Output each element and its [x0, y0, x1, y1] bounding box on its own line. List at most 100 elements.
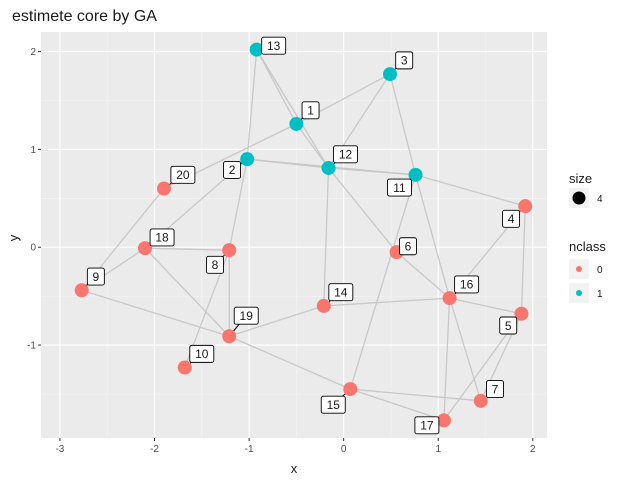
legend-size-title: size: [569, 171, 592, 186]
network-edge: [350, 388, 445, 422]
network-edge: [228, 159, 248, 251]
data-point-10: [177, 360, 192, 375]
legend-nclass-title: nclass: [569, 239, 606, 254]
network-edge: [389, 73, 417, 175]
data-point-3: [382, 67, 397, 82]
point-label-text: 15: [327, 398, 341, 412]
point-label-text: 10: [195, 347, 209, 361]
network-edge: [414, 174, 451, 299]
data-point-14: [316, 298, 331, 313]
data-point-16: [442, 291, 457, 306]
data-point-5: [514, 306, 529, 321]
chart-title: estimete core by GA: [12, 8, 157, 25]
major-gridlines: [41, 32, 547, 438]
network-edge: [81, 289, 230, 337]
point-label-text: 14: [334, 286, 348, 300]
x-tick-label: 2: [530, 444, 536, 455]
point-label-box: [261, 36, 287, 55]
data-point-7: [473, 393, 488, 408]
point-label-text: 20: [176, 168, 190, 182]
point-label-box: [86, 267, 105, 286]
network-edge: [144, 247, 230, 337]
point-label-text: 2: [229, 163, 236, 177]
x-axis-title: x: [291, 461, 298, 476]
network-edge: [328, 167, 416, 176]
point-label-box: [320, 395, 346, 414]
data-point-18: [138, 241, 153, 256]
data-point-20: [156, 181, 171, 196]
minor-gridlines: [41, 32, 547, 438]
point-label-box: [387, 178, 412, 197]
point-label-box: [233, 306, 259, 325]
legend-nclass-dot-1: [576, 290, 582, 296]
data-point-4: [518, 199, 533, 214]
data-point-1: [289, 116, 304, 131]
x-tick-label: -2: [150, 444, 159, 455]
point-label-box: [395, 51, 414, 70]
point-label-text: 7: [492, 382, 499, 396]
point-label-text: 9: [93, 270, 100, 284]
y-tick-label: 2: [30, 47, 36, 58]
network-edge: [396, 251, 451, 299]
network-edge: [323, 297, 450, 307]
point-label-box: [486, 380, 504, 399]
y-axis: -1 0 1 2: [27, 47, 41, 352]
legend-size-entry-label: 4: [597, 194, 603, 205]
x-axis: -3 -2 -1 0 1 2: [55, 438, 536, 455]
point-label-text: 12: [339, 148, 353, 162]
legend-nclass-label-0: 0: [597, 265, 603, 276]
x-tick-label: 1: [435, 444, 441, 455]
point-label-box: [499, 316, 518, 335]
data-points: [74, 42, 533, 428]
point-label-text: 4: [508, 212, 515, 226]
network-edge: [229, 305, 324, 337]
network-edge: [295, 123, 330, 169]
point-label-text: 18: [155, 231, 169, 245]
data-point-19: [222, 329, 237, 344]
network-edge: [449, 297, 522, 315]
legend: size 4 nclass 0 1: [569, 171, 606, 303]
point-label-box: [414, 416, 440, 435]
data-point-11: [408, 167, 423, 182]
network-edge: [256, 49, 297, 125]
legend-size-key-dot: [572, 191, 586, 205]
network-edge: [350, 388, 481, 402]
point-label-box: [170, 165, 196, 184]
point-label-text: 11: [393, 181, 406, 195]
point-label-box: [454, 275, 480, 294]
network-edge: [145, 247, 230, 251]
network-edge: [520, 206, 526, 314]
point-label-box: [223, 160, 242, 179]
data-point-15: [343, 382, 358, 397]
point-label-box: [301, 101, 320, 120]
network-edge: [349, 174, 417, 390]
legend-nclass-dot-0: [576, 266, 582, 272]
point-label-box: [333, 145, 358, 164]
point-label-box: [189, 344, 215, 363]
data-point-13: [249, 42, 264, 57]
network-edge: [256, 49, 330, 169]
network-edge: [415, 174, 526, 207]
legend-nclass-label-1: 1: [597, 289, 603, 300]
y-tick-label: 0: [30, 243, 36, 254]
point-label-box: [206, 255, 224, 274]
point-label-text: 19: [240, 309, 254, 323]
point-label-box: [502, 209, 521, 228]
point-label-text: 16: [460, 278, 474, 292]
point-label-box: [149, 228, 175, 247]
network-edge: [228, 335, 351, 390]
data-point-9: [74, 283, 89, 298]
plot-panel: [41, 32, 547, 438]
point-label-text: 1: [307, 104, 314, 118]
point-label-text: 6: [405, 240, 412, 254]
point-label-text: 17: [420, 419, 434, 433]
point-label-text: 8: [212, 258, 219, 272]
network-edges: [81, 49, 526, 422]
data-point-12: [321, 160, 336, 175]
data-point-17: [436, 413, 451, 428]
network-edge: [448, 297, 482, 402]
x-tick-label: -3: [55, 444, 64, 455]
network-edge: [443, 298, 451, 421]
